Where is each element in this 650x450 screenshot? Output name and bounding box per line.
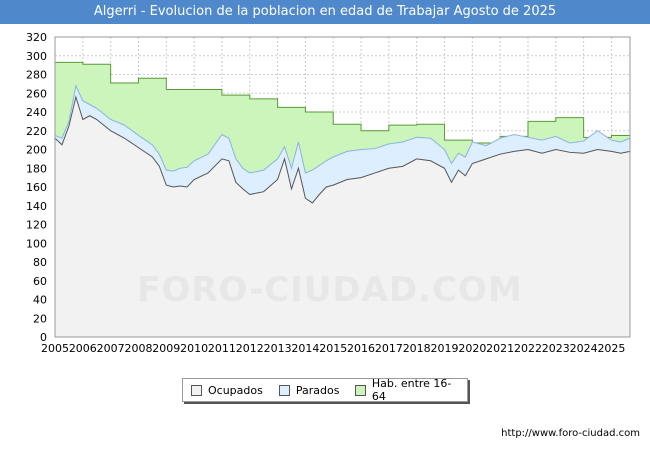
y-tick-label: 160 [26,181,47,194]
x-tick-label: 2018 [403,342,431,355]
x-tick-label: 2025 [597,342,625,355]
y-tick-label: 100 [26,237,47,250]
legend-swatch-ocupados [191,384,202,396]
legend-item-hab: Hab. entre 16-64 [355,377,459,403]
area-chart: 0 20 40 60 80 100 120 140 160 180 200 220 240 260 280 3… [26,31,631,355]
ocupados-area [55,97,630,337]
x-tick-label: 2017 [375,342,403,355]
y-tick-label: 180 [26,162,47,175]
parados-line [54,84,631,174]
y-tick-label: 140 [26,200,47,213]
x-tick-label: 2016 [347,342,375,355]
x-tick-label: 2007 [97,342,125,355]
y-tick-label: 200 [26,144,47,157]
legend: Ocupados Parados Hab. entre 16-64 [182,377,468,403]
x-tick-label: 2005 [41,342,69,355]
source-link[interactable]: http://www.foro-ciudad.com [501,428,640,439]
y-tick-label: 120 [26,219,47,232]
x-tick-label: 2008 [124,342,152,355]
plot-border [54,36,631,338]
x-tick-label: 2019 [431,342,459,355]
x-tick-label: 2009 [152,342,180,355]
x-tick-label: 2011 [208,342,236,355]
legend-item-parados: Parados [278,383,340,397]
chart-title: Algerri - Evolucion de la poblacion en e… [0,0,650,24]
legend-label-parados: Parados [295,383,340,397]
y-tick-label: 60 [33,275,47,288]
x-tick-label: 2013 [264,342,292,355]
y-tick-label: 260 [26,87,47,100]
x-tick-label: 2006 [69,342,97,355]
y-tick-label: 80 [33,256,47,269]
x-tick-label: 2022 [514,342,542,355]
x-tick-label: 2014 [291,342,319,355]
x-tick-label: 2012 [236,342,264,355]
ocupados-line [54,95,631,204]
y-tick-label: 280 [26,69,47,82]
legend-label-hab: Hab. entre 16-64 [371,377,452,403]
hab-line [55,61,630,144]
y-tick-label: 0 [40,331,47,344]
legend-swatch-parados [278,384,290,396]
legend-swatch-hab [355,384,366,396]
legend-item-ocupados: Ocupados [191,384,263,397]
x-tick-label: 2020 [458,342,486,355]
y-tick-label: 300 [26,50,47,63]
x-tick-label: 2023 [542,342,570,355]
x-tick-label: 2010 [180,342,208,355]
legend-label-ocupados: Ocupados [208,383,263,397]
x-tick-label: 2015 [319,342,347,355]
y-tick-label: 40 [33,294,47,307]
y-tick-label: 20 [33,312,47,325]
watermark: FORO-CIUDAD.COM [137,270,523,310]
x-tick-label: 2024 [570,342,598,355]
y-tick-label: 240 [26,106,47,119]
y-tick-label: 320 [26,31,47,44]
y-tick-label: 220 [26,125,47,138]
x-tick-label: 2021 [486,342,514,355]
